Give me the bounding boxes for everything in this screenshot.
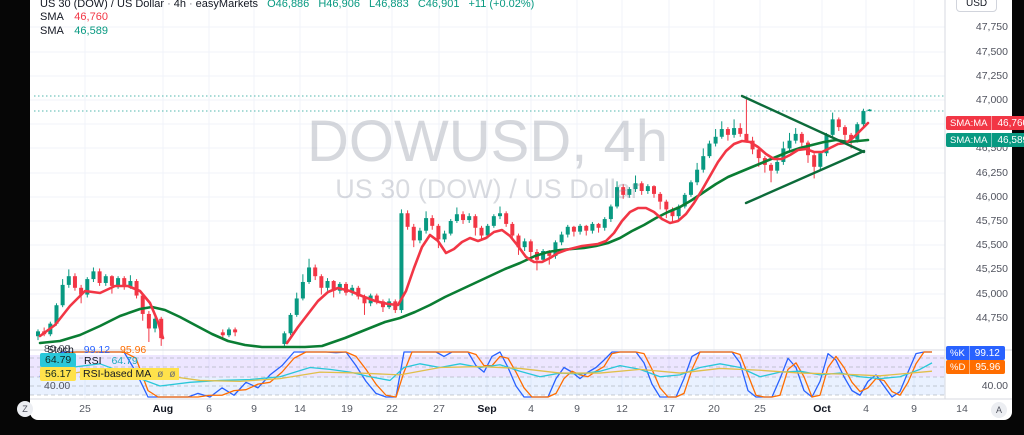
price-axis-label: 46,000 [975, 191, 1008, 203]
badge-value: 95.96 [975, 361, 1001, 373]
gridlines [30, 0, 945, 399]
time-axis-label: 20 [708, 403, 720, 415]
rsi-ma-legend-row[interactable]: RSI-based MA ø ø [80, 368, 179, 380]
rsi-label[interactable]: RSI [84, 355, 102, 367]
symbol-legend[interactable]: US 30 (DOW) / US Dollar · 4h · easyMarkets O… [40, 0, 534, 10]
ohlc-close: C46,901 [417, 0, 460, 10]
rsi-value: 64.79 [111, 355, 138, 367]
badge-label: SMA:MA [950, 134, 988, 146]
hide-icon[interactable]: ø [157, 369, 164, 380]
oscillator-scale-label: 80.00 [44, 343, 71, 355]
oscillator-scale-label: 40.00 [44, 380, 71, 392]
badge-value: 99.12 [974, 347, 1000, 359]
price-axis-label: 45,500 [975, 239, 1008, 251]
price-axis-label: 47,500 [975, 46, 1008, 58]
price-axis-label: 47,000 [975, 94, 1008, 106]
price-axis-label: 47,250 [975, 70, 1008, 82]
oscillator-value-badge: 64.79 [40, 353, 77, 367]
ohlc-low: L46,883 [369, 0, 409, 10]
sma-legend-row-1[interactable]: SMA 46,760 [40, 11, 108, 23]
interval-label[interactable]: 4h [173, 0, 186, 10]
time-axis-label: 4 [863, 403, 869, 415]
oscillator-value-badge: 56.17 [40, 367, 77, 381]
price-axis-label: 46,250 [975, 167, 1008, 179]
symbol-title[interactable]: US 30 (DOW) / US Dollar [40, 0, 165, 10]
time-axis-label: Sep [477, 403, 497, 415]
time-axis-label: 25 [79, 403, 91, 415]
separator-dot: · [167, 0, 171, 10]
badge-label: %K [950, 347, 965, 359]
price-axis-label: 45,250 [975, 263, 1008, 275]
time-axis-label: 4 [528, 403, 534, 415]
time-axis-label: 9 [251, 403, 257, 415]
stoch-k-value: 99.12 [83, 344, 111, 356]
sma-label: SMA [40, 11, 64, 23]
currency-unit-button[interactable]: USD [956, 0, 998, 12]
badge-label: %D [950, 361, 966, 373]
ohlc-change: +11 (+0.02%) [468, 0, 535, 10]
sma-line-slow[interactable] [38, 138, 870, 349]
rsi-ma-label[interactable]: RSI-based MA [83, 368, 152, 380]
sma-price-badge: SMA:MA 46,760 [946, 116, 1024, 130]
time-axis-label: 9 [574, 403, 580, 415]
stoch-legend-row[interactable]: Stoch 99.12 95.96 [47, 344, 146, 356]
time-axis-label: 12 [616, 403, 628, 415]
time-axis-label: 22 [386, 403, 398, 415]
sma-line-fast[interactable] [38, 121, 870, 345]
pane-separators[interactable] [30, 0, 1012, 400]
sma-value: 46,589 [74, 25, 108, 37]
time-axis-label: 9 [911, 403, 917, 415]
stoch-label[interactable]: Stoch [47, 344, 74, 356]
sma-label: SMA [40, 25, 64, 37]
broker-label: easyMarkets [195, 0, 259, 10]
badge-label: SMA:MA [950, 117, 988, 129]
dotted-price-levels[interactable] [34, 95, 945, 112]
oscillator-line-rsi_ma[interactable] [39, 365, 933, 383]
oscillator-scale-label: 40.00 [981, 380, 1008, 392]
oscillator-line-rsi[interactable] [39, 362, 933, 387]
ohlc-open: O46,886 [267, 0, 310, 10]
price-axis-label: 44,750 [975, 312, 1008, 324]
hide-icon[interactable]: ø [169, 369, 176, 380]
sma-value: 46,760 [74, 11, 108, 23]
sma-legend-row-2[interactable]: SMA 46,589 [40, 25, 108, 37]
timezone-button[interactable]: Z [17, 401, 33, 417]
price-axis-label: 45,000 [975, 288, 1008, 300]
time-axis-label: 27 [433, 403, 445, 415]
candlestick-series[interactable] [36, 98, 872, 348]
badge-value: 46,760 [997, 117, 1024, 129]
time-axis-label: Aug [152, 403, 174, 415]
time-axis-label: 14 [956, 403, 968, 415]
oscillator-line-stoch_d[interactable] [39, 351, 932, 398]
rsi-legend-row[interactable]: RSI 64.79 [84, 355, 138, 367]
separator-dot: · [189, 0, 193, 10]
ohlc-high: H46,906 [318, 0, 360, 10]
badge-value: 46,589 [997, 134, 1024, 146]
sma-price-badge: SMA:MA 46,589 [946, 133, 1024, 147]
price-axis-label: 45,750 [975, 215, 1008, 227]
time-axis-label: 17 [663, 403, 675, 415]
time-axis-label: 14 [294, 403, 306, 415]
oscillator-price-badge: %D 95.96 [946, 360, 1006, 374]
trendline-drawing[interactable] [740, 94, 866, 205]
time-axis-label: 6 [206, 403, 212, 415]
stoch-d-value: 95.96 [119, 344, 147, 356]
time-axis-label: Oct [813, 403, 831, 415]
oscillator-price-badge: %K 99.12 [946, 346, 1005, 360]
price-axis-label: 47,750 [975, 21, 1008, 33]
auto-scale-button[interactable]: A [991, 402, 1007, 418]
time-axis-label: 19 [341, 403, 353, 415]
time-axis-label: 25 [754, 403, 766, 415]
